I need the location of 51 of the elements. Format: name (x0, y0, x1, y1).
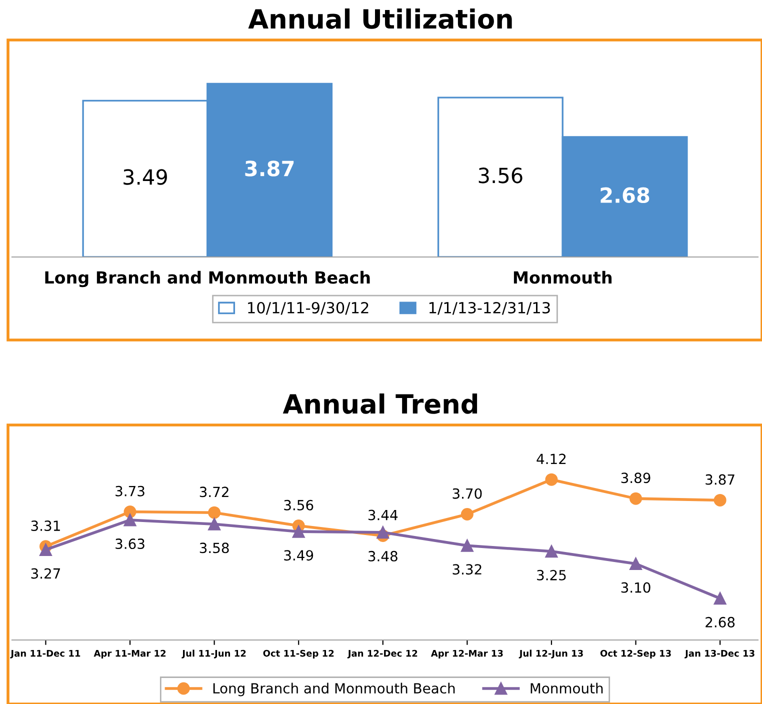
data-label: 4.12 (536, 454, 566, 464)
point (376, 526, 390, 539)
data-label: 3.87 (245, 160, 294, 176)
point (460, 539, 474, 552)
point (460, 508, 474, 520)
point (208, 506, 221, 519)
data-label: 2.68 (706, 616, 735, 628)
data-label: 3.31 (31, 520, 60, 532)
data-label: 3.44 (368, 510, 398, 520)
data-label: 3.49 (124, 169, 167, 185)
data-label: 3.48 (368, 550, 398, 562)
point (124, 514, 136, 526)
x-tick-label: Jan 13-Dec 13 (684, 650, 754, 658)
data-label: 3.73 (116, 486, 144, 496)
x-tick-label: Apr 11-Mar 12 (94, 650, 166, 658)
point (208, 518, 221, 530)
data-label: 3.56 (284, 500, 314, 510)
x-tick-label: Jan 11-Dec 11 (10, 650, 80, 658)
x-tick-label: Oct 11-Sep 12 (263, 650, 334, 658)
data-label: 2.68 (600, 187, 650, 204)
legend-label: 10/1/11-9/30/12 (248, 302, 368, 315)
point (292, 525, 305, 538)
point (630, 492, 642, 505)
data-label: 3.25 (537, 570, 566, 580)
data-label: 3.89 (621, 472, 650, 484)
chart-title: Annual Trend (282, 393, 478, 414)
point (545, 473, 558, 486)
data-label: 3.58 (200, 542, 229, 554)
chart-title: Annual Utilization (248, 8, 512, 29)
x-tick-label: Oct 12-Sep 13 (600, 650, 671, 658)
data-label: 3.49 (284, 550, 314, 561)
x-tick-label: Jul 12-Jun 13 (518, 650, 583, 658)
point (630, 558, 642, 570)
point (545, 545, 558, 558)
legend-label: 1/1/13-12/31/13 (429, 302, 550, 315)
data-label: 3.56 (478, 168, 522, 184)
point (714, 592, 726, 605)
x-tick-label: Jan 12-Dec 12 (347, 650, 418, 658)
x-tick-label: Jul 11-Jun 12 (182, 650, 246, 658)
point (714, 494, 726, 506)
data-label: 3.10 (621, 582, 650, 593)
data-label: 3.72 (200, 486, 228, 498)
data-label: 3.87 (706, 474, 734, 485)
x-tick-label: Apr 12-Mar 13 (430, 650, 503, 658)
point (39, 543, 52, 556)
legend-label: Long Branch and Monmouth Beach (213, 682, 455, 696)
data-label: 3.27 (31, 568, 60, 579)
data-label: 3.32 (452, 564, 482, 575)
legend-label: Monmouth (530, 682, 603, 694)
data-label: 3.70 (452, 488, 482, 499)
data-label: 3.63 (116, 538, 144, 550)
